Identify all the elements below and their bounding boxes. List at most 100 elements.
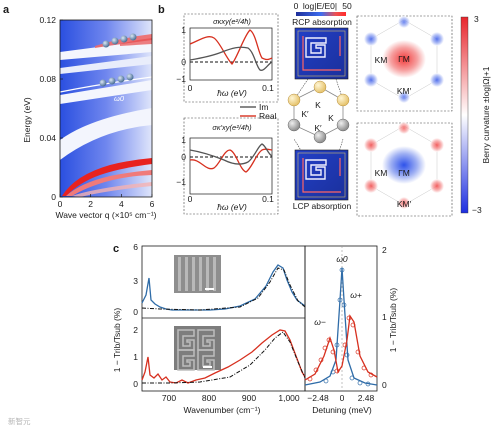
top-xtick-01: 0.1 <box>262 83 274 93</box>
berry-colorbar-min: −3 <box>472 205 482 215</box>
c-top-fit <box>141 267 306 311</box>
bottom-real-curve <box>189 148 273 173</box>
c-top-blue-spectrum <box>141 264 306 311</box>
top-xtick-0: 0 <box>188 83 193 93</box>
c-ytick-2: 2 <box>133 325 138 335</box>
bottom-ytick-1: 1 <box>181 135 186 145</box>
rcp-field-map <box>294 27 349 80</box>
top-ytick-m1: −1 <box>176 74 186 84</box>
annot-omega-minus: ω− <box>314 317 326 327</box>
panel-c: c 1 − Trib/Tsub (%) <box>112 242 398 415</box>
a-ytick-0: 0 <box>51 192 56 202</box>
bottom-ytick-m1: −1 <box>176 177 186 187</box>
bottom-plot-title: σκ′xy(e²/4ħ) <box>212 123 252 132</box>
bottom-xtick-01: 0.1 <box>262 194 274 204</box>
c-xtick-900: 900 <box>242 393 256 403</box>
c-right-frame <box>304 245 378 392</box>
top-ytick-1: 1 <box>181 25 186 35</box>
c-right-curves <box>304 267 378 387</box>
berry-colorbar-max: 3 <box>474 14 479 24</box>
omega0-annotation: ω0 <box>114 94 125 103</box>
c-bottom-fit <box>142 331 306 384</box>
a-ytick-2: 0.08 <box>39 74 56 84</box>
c-xtick-700: 700 <box>162 393 176 403</box>
watermark-text: 新智元 <box>8 416 31 426</box>
panel-b: b σκxy(e²/4ħ) 1 0 −1 0 0.1 ħω (eV) Im Re… <box>158 1 491 217</box>
valley-node-diagram: K K′ K K′ <box>287 78 350 163</box>
dashed-box-bottom-left <box>183 117 279 215</box>
berry-colorbar: 3 −3 Berry curvature ±log|Ω|+1 <box>460 14 491 215</box>
c-ytick-0-top: 0 <box>133 307 138 317</box>
top-real-curve <box>189 29 273 65</box>
bz-top-km: KM <box>375 55 388 65</box>
node-label-k-right: K <box>328 113 334 123</box>
a-xtick-2: 4 <box>119 199 124 209</box>
c-xtick-800: 800 <box>202 393 216 403</box>
bottom-ytick-0: 0 <box>181 152 186 162</box>
y-axis-label-a: Energy (eV) <box>22 97 32 143</box>
c-right-ytick-2: 2 <box>382 245 387 255</box>
top-plot-title: σκxy(e²/4ħ) <box>213 17 251 26</box>
c-bottom-red-spectrum <box>141 329 306 384</box>
panel-label-a: a <box>3 4 10 16</box>
a-xtick-1: 2 <box>88 199 93 209</box>
c-right-xtick-m248: −2.48 <box>307 393 329 403</box>
bottom-xtick-0: 0 <box>188 194 193 204</box>
field-colorbar: 0 log|E/E0| 50 <box>294 1 352 16</box>
bz-bottom-km: KM <box>375 168 388 178</box>
legend-b: Im Real <box>240 102 277 121</box>
top-conductivity-plot: 1 0 −1 0 0.1 ħω (eV) <box>176 25 274 98</box>
c-right-ytick-0: 0 <box>382 380 387 390</box>
c-right-ylabel: 1 − Trib/Tsub (%) <box>388 288 398 353</box>
bz-top-gamma: ΓM <box>398 54 410 64</box>
c-right-xlabel: Detuning (meV) <box>312 405 372 415</box>
c-ytick-1: 1 <box>133 352 138 362</box>
panel-label-c: c <box>113 243 119 255</box>
node-label-kprime-bottom: K′ <box>314 123 322 133</box>
field-colorbar-max: 50 <box>342 1 352 11</box>
rcp-label: RCP absorption <box>292 17 352 27</box>
phonon-spheres-middle <box>99 73 134 87</box>
top-im-curve <box>189 46 273 71</box>
dashed-box-top-left <box>183 13 279 103</box>
x-axis-label-a: Wave vector q (×10⁵ cm⁻¹) <box>56 210 157 220</box>
lcp-label: LCP absorption <box>293 201 352 211</box>
c-ytick-3: 3 <box>133 276 138 286</box>
node-label-k-top: K <box>315 100 321 110</box>
a-ytick-3: 0.12 <box>39 15 56 25</box>
c-right-ytick-1: 1 <box>382 312 387 322</box>
y-ticks-a: 0 0.04 0.08 0.12 <box>39 15 63 202</box>
c-left-ylabel: 1 − Trib/Tsub (%) <box>112 308 122 373</box>
panel-a: a <box>3 4 157 220</box>
top-xlabel: ħω (eV) <box>217 88 247 98</box>
bottom-im-curve <box>189 143 273 165</box>
bottom-conductivity-plot: 1 0 −1 0 0.1 ħω (eV) <box>176 135 274 212</box>
node-label-kprime-left: K′ <box>301 109 309 119</box>
berry-curvature-map-lcp: KM ΓM KM′ <box>364 122 444 209</box>
annot-omega0: ω0 <box>336 254 348 264</box>
annot-omega-plus: ω+ <box>350 290 362 300</box>
a-xtick-3: 6 <box>150 199 155 209</box>
a-ytick-1: 0.04 <box>39 133 56 143</box>
bz-bottom-gamma: ΓM <box>398 168 410 178</box>
axes-frame-a <box>59 19 153 198</box>
field-colorbar-label: log|E/E0| <box>303 1 337 11</box>
sem-inset-top <box>174 255 221 293</box>
bz-bottom-kmprime: KM′ <box>397 199 412 209</box>
sem-inset-bottom <box>174 326 221 371</box>
berry-colorbar-label: Berry curvature ±log|Ω|+1 <box>481 66 491 163</box>
c-right-xtick-248: 2.48 <box>358 393 375 403</box>
legend-real: Real <box>259 111 277 121</box>
c-ytick-6: 6 <box>133 242 138 252</box>
lcp-field-map <box>294 149 349 201</box>
field-colorbar-min: 0 <box>294 1 299 11</box>
c-xtick-1000: 1,000 <box>278 393 300 403</box>
dashed-box-top-right <box>356 15 453 112</box>
top-ytick-0: 0 <box>181 57 186 67</box>
c-left-ticks: 6 3 0 2 1 0 700 800 900 1,000 <box>133 242 300 403</box>
bz-top-kmprime: KM′ <box>397 86 412 96</box>
phonon-spheres-top <box>102 33 137 48</box>
x-ticks-a: 0 2 4 6 <box>58 194 155 209</box>
dispersion-map <box>60 20 152 197</box>
